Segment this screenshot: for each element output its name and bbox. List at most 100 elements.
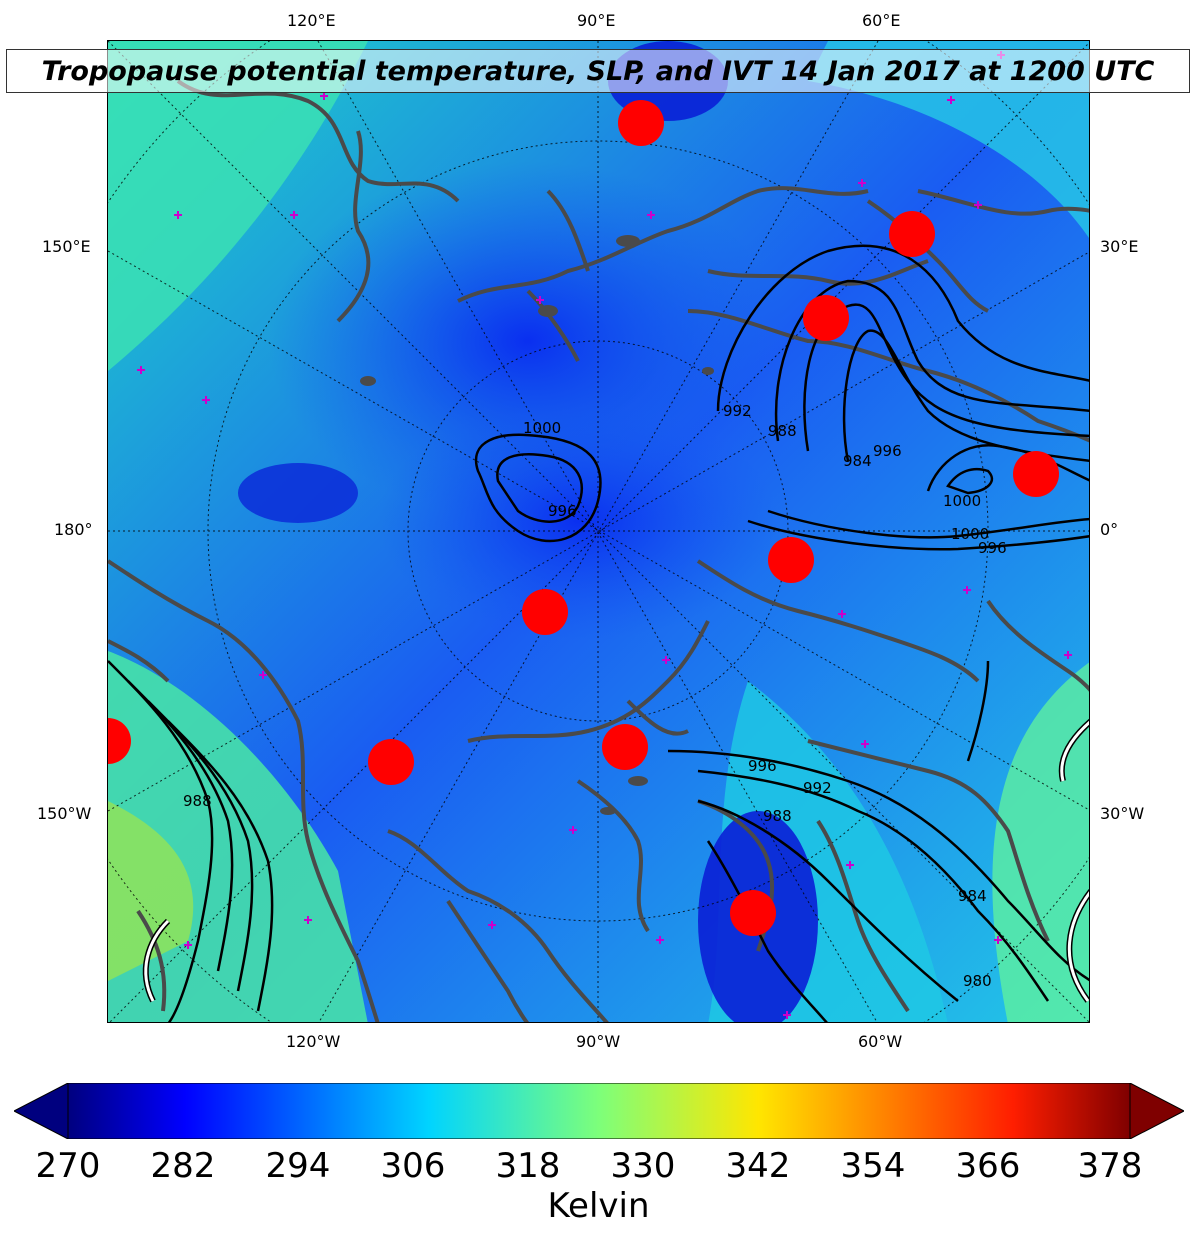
colorbar-tick: 270	[35, 1146, 101, 1186]
ivt-marker-icon	[1013, 451, 1059, 497]
slp-contour-992-east	[803, 303, 1089, 452]
station-marker-icon	[137, 366, 145, 374]
colorbar-gradient	[67, 1083, 1131, 1139]
station-marker-icon	[647, 211, 655, 219]
slp-label-8: 1000	[951, 525, 989, 543]
colorbar-extend-low	[14, 1083, 69, 1139]
slp-contour-980-east	[946, 467, 994, 495]
lon-label-bottom-1: 120°W	[286, 1032, 341, 1051]
slp-label-3: 992	[723, 402, 752, 420]
lon-label-right-2: 0°	[1100, 520, 1119, 539]
lon-label-right-1: 30°E	[1100, 237, 1139, 256]
station-marker-icon	[974, 201, 982, 209]
slp-contour-976-west	[167, 720, 274, 1012]
slp-contour-996-greenland	[667, 749, 1089, 982]
ivt-marker-icon	[730, 890, 776, 936]
slp-contour-984-east	[926, 443, 1089, 492]
title-box: Tropopause potential temperature, SLP, a…	[6, 49, 1190, 93]
slp-label-6: 996	[873, 442, 902, 460]
slp-contour-984-greenland	[706, 840, 828, 1022]
colorbar-tick: 294	[265, 1146, 331, 1186]
station-marker-icon	[569, 826, 577, 834]
warm-region-sw-core	[108, 801, 194, 981]
ivt-marker-icon	[618, 100, 664, 146]
slp-label-12: 988	[763, 807, 792, 825]
map-canvas: 1000 996 992 988 984 996 1000 1000 996 9…	[108, 41, 1089, 1022]
colorbar-tick: 282	[150, 1146, 216, 1186]
slp-contour-988-greenland	[697, 799, 959, 1002]
slp-label-5: 984	[843, 452, 872, 470]
station-marker-icon	[536, 296, 544, 304]
slp-contour-1000-se	[966, 660, 990, 762]
slp-contour-arctic-996	[496, 453, 583, 523]
slp-label-10: 996	[748, 757, 777, 775]
slp-label-7: 1000	[943, 492, 981, 510]
station-marker-icon	[174, 211, 182, 219]
station-marker-icon	[858, 179, 866, 187]
slp-label-11: 992	[803, 779, 832, 797]
slp-label-14: 980	[963, 972, 992, 990]
lon-label-top-3: 60°E	[862, 11, 901, 30]
colorbar-tick: 354	[840, 1146, 906, 1186]
lon-label-bottom-2: 90°W	[576, 1032, 621, 1051]
station-marker-icon	[861, 740, 869, 748]
slp-contour-arctic-1000	[474, 433, 602, 543]
lon-label-top-2: 90°E	[577, 11, 616, 30]
colorbar-tick: 366	[955, 1146, 1021, 1186]
lon-label-top-1: 120°E	[287, 11, 336, 30]
station-marker-icon	[184, 941, 192, 949]
slp-label-2: 996	[548, 502, 577, 520]
slp-contours	[108, 244, 1089, 1022]
station-marker-icon	[259, 671, 267, 679]
slp-label-13: 984	[958, 887, 987, 905]
colorbar-tick: 318	[495, 1146, 561, 1186]
cold-core-west	[238, 463, 358, 523]
ivt-markers	[108, 100, 1059, 936]
lon-label-bottom-3: 60°W	[858, 1032, 903, 1051]
colorbar-tick: 342	[725, 1146, 791, 1186]
ivt-marker-icon	[602, 724, 648, 770]
colorbar-label: Kelvin	[547, 1186, 650, 1226]
slp-label-15: 988	[183, 792, 212, 810]
lon-label-left-3: 150°W	[37, 804, 92, 823]
colorbar-tick: 306	[380, 1146, 446, 1186]
slp-label-4: 988	[768, 422, 797, 440]
map-panel: 1000 996 992 988 984 996 1000 1000 996 9…	[107, 40, 1090, 1023]
ivt-marker-icon	[522, 589, 568, 635]
station-marker-icon	[290, 211, 298, 219]
station-marker-icon	[662, 656, 670, 664]
station-marker-icon	[994, 936, 1002, 944]
slp-contour-1000-south	[747, 519, 1089, 551]
ivt-contours	[144, 720, 1089, 1002]
station-marker-icon	[1064, 651, 1072, 659]
colorbar-tick: 378	[1077, 1146, 1143, 1186]
slp-contour-996-east	[774, 279, 1089, 442]
lon-label-left-1: 150°E	[42, 237, 91, 256]
cold-core-central	[378, 401, 778, 641]
station-marker-icon	[947, 96, 955, 104]
colorbar	[14, 1083, 1184, 1139]
lon-label-left-2: 180°	[54, 520, 93, 539]
lon-label-right-3: 30°W	[1100, 804, 1145, 823]
station-marker-icon	[838, 610, 846, 618]
station-marker-icon	[846, 861, 854, 869]
coast-siberia-east	[176, 79, 460, 203]
ivt-marker-icon	[768, 537, 814, 583]
station-marker-icon	[488, 921, 496, 929]
slp-contour-992-greenland	[697, 769, 1050, 1002]
station-marker-icon	[304, 916, 312, 924]
ivt-marker-icon	[108, 718, 131, 764]
station-marker-icon	[656, 936, 664, 944]
ivt-marker-icon	[368, 739, 414, 785]
station-marker-icon	[202, 396, 210, 404]
islands	[360, 235, 714, 815]
colorbar-tick: 330	[610, 1146, 676, 1186]
slp-label-1: 1000	[523, 419, 561, 437]
map-title: Tropopause potential temperature, SLP, a…	[41, 55, 1155, 87]
slp-labels: 1000 996 992 988 984 996 1000 1000 996 9…	[183, 402, 1007, 990]
slp-label-9: 996	[978, 539, 1007, 557]
ivt-marker-icon	[889, 211, 935, 257]
station-marker-icon	[783, 1011, 791, 1019]
station-marker-icon	[320, 92, 328, 100]
station-markers	[137, 51, 1072, 1019]
